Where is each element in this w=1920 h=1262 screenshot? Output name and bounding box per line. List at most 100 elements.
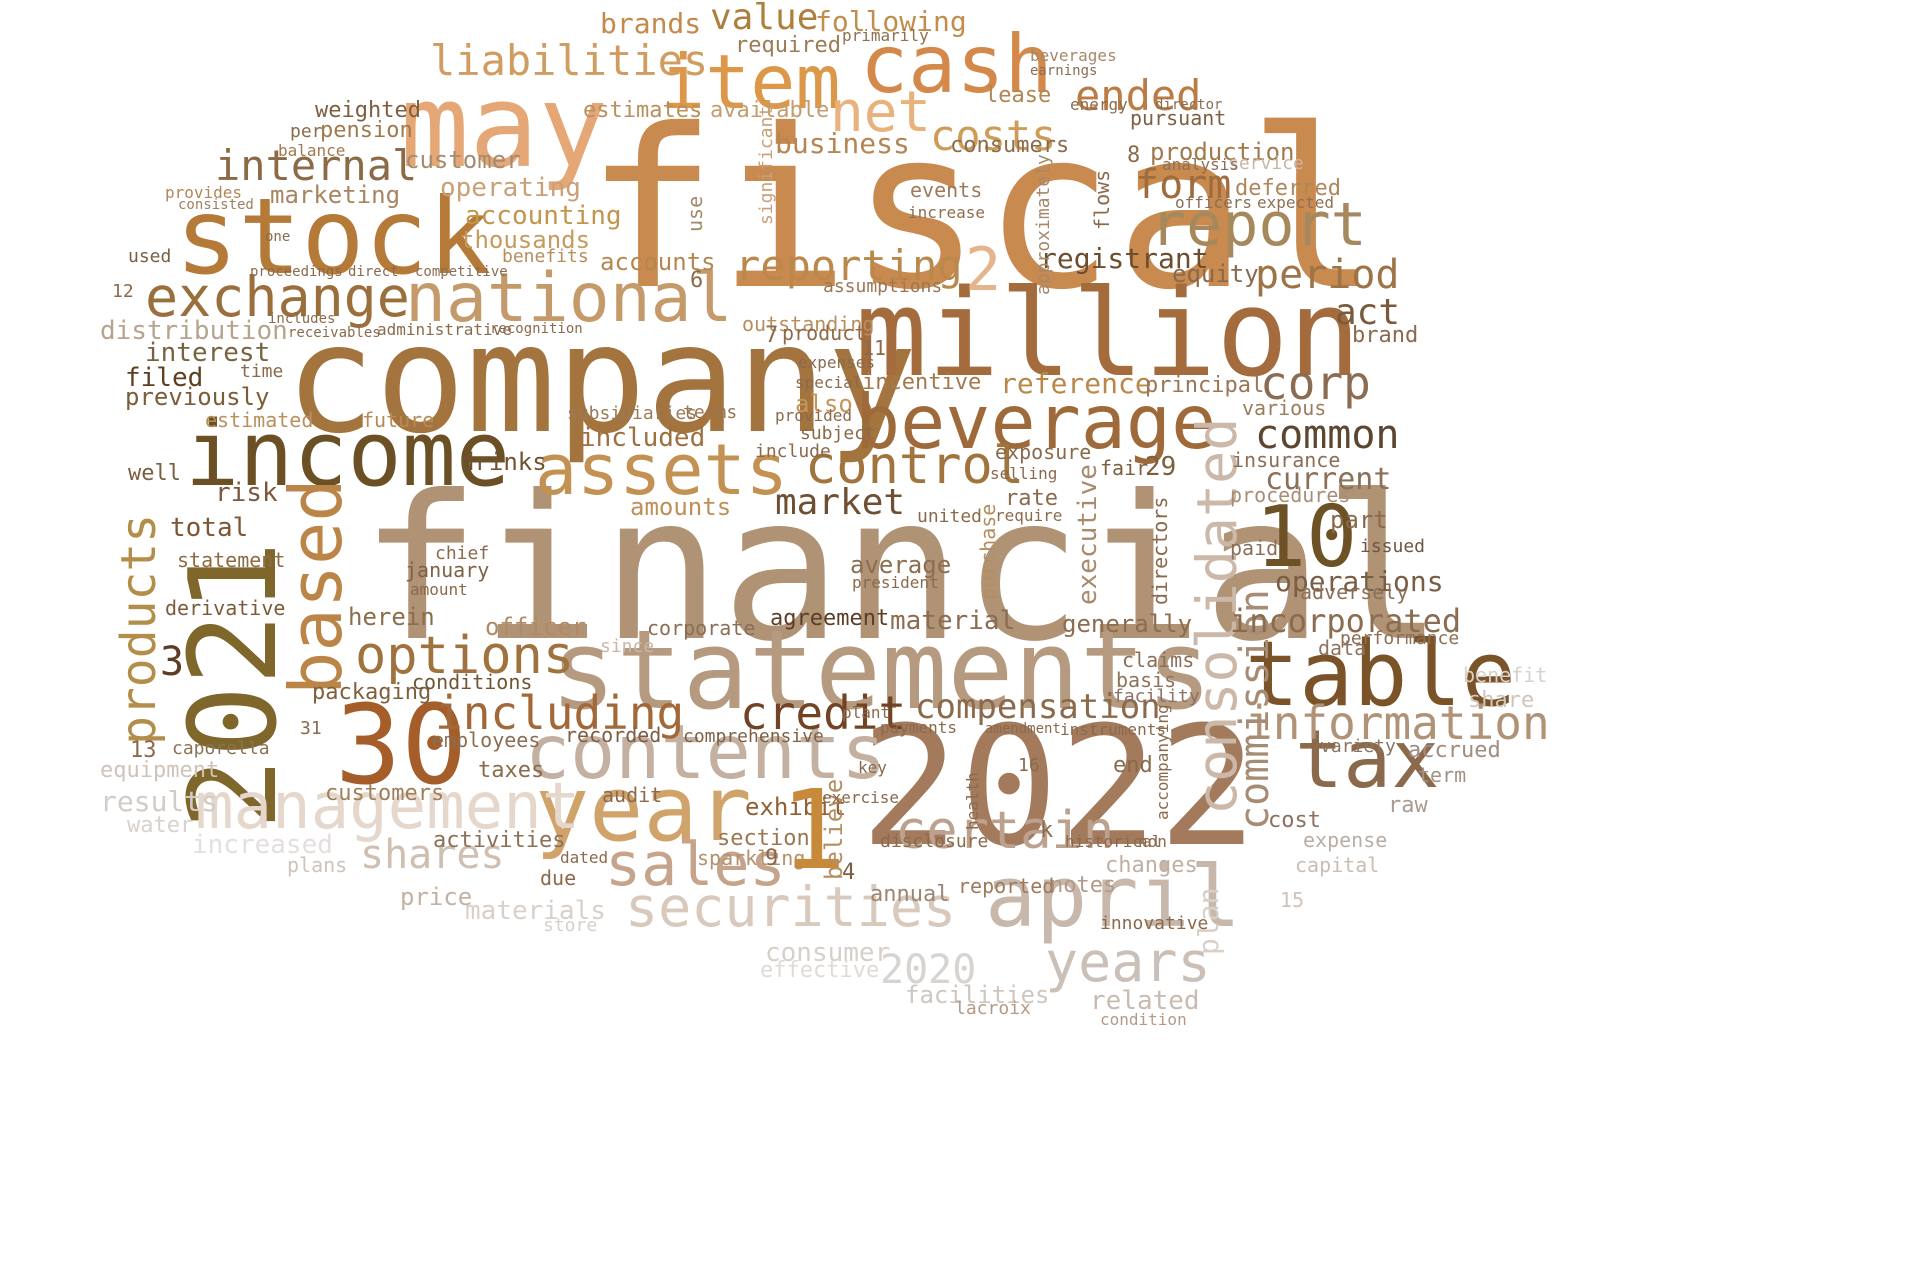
word-selling: selling	[990, 464, 1058, 483]
word-assumptions: assumptions	[823, 276, 943, 297]
word-issued: issued	[1360, 536, 1426, 557]
word-weighted: weighted	[315, 98, 421, 123]
word-statement: statement	[177, 548, 286, 572]
word-reference: reference	[1000, 367, 1152, 400]
word-common: common	[1255, 412, 1400, 458]
word-based: based	[274, 478, 358, 695]
word-9: 9	[765, 846, 779, 871]
word-compensation: compensation	[915, 687, 1161, 727]
word-year: year	[535, 757, 752, 862]
word-risk: risk	[215, 478, 278, 508]
word-energy: energy	[1070, 95, 1128, 114]
word-contents: contents	[525, 708, 887, 796]
word-innovative: innovative	[1100, 913, 1209, 934]
word-securities: securities	[625, 875, 957, 939]
word-products: products	[111, 513, 167, 745]
word-conditions: conditions	[412, 670, 533, 694]
word-value: value	[710, 0, 819, 38]
word-administrative: administrative	[377, 320, 512, 339]
word-operations: operations	[1275, 565, 1444, 598]
word-end: end	[1113, 753, 1153, 778]
word-current: current	[1265, 462, 1392, 497]
word-payments: payments	[880, 718, 958, 737]
word-derivative: derivative	[165, 596, 286, 620]
word-service: service	[1228, 153, 1304, 174]
word-store: store	[543, 915, 598, 936]
word-15: 15	[1280, 888, 1305, 912]
word-16: 16	[1018, 755, 1040, 776]
word-credit: credit	[740, 686, 907, 740]
word-production: production	[1150, 138, 1295, 166]
word-procedures: procedures	[1230, 483, 1351, 507]
word-included: included	[580, 423, 706, 453]
word-special: special	[795, 373, 863, 392]
word-certain: certain	[895, 801, 1115, 861]
word-share: share	[1468, 688, 1535, 713]
word-instruments: instruments	[1060, 720, 1166, 739]
word-consumer: consumer	[765, 938, 891, 968]
word-officers: officers	[1175, 193, 1253, 212]
word-plans: plans	[287, 853, 348, 877]
word-outstanding: outstanding	[742, 312, 875, 336]
word-available: available	[710, 98, 830, 123]
word-million: million	[855, 265, 1361, 404]
word-filed: filed	[125, 363, 204, 393]
word-capital: capital	[1295, 853, 1380, 877]
word-amounts: amounts	[630, 493, 732, 521]
word-national: national	[405, 259, 733, 338]
word-statements: statements	[550, 606, 1213, 734]
word-paid: paid	[1230, 536, 1279, 560]
word-future: future	[362, 408, 435, 432]
word-facility: facility	[1113, 686, 1200, 707]
word-ended: ended	[1075, 71, 1202, 120]
word-receivables: receivables	[288, 325, 381, 341]
word-6: 6	[690, 268, 704, 293]
word-officer: officer	[485, 613, 587, 641]
word-years: years	[1045, 930, 1211, 994]
word-variety: variety	[1320, 736, 1396, 757]
word-4: 4	[842, 860, 856, 885]
word-required: required	[735, 33, 841, 58]
word-8: 8	[1127, 143, 1141, 168]
word-flows: flows	[1090, 169, 1114, 230]
word-earnings: earnings	[1030, 63, 1098, 79]
word-data: data	[1318, 636, 1367, 660]
word-table: table	[1245, 622, 1516, 727]
word-non: non	[1138, 832, 1167, 851]
word-april: april	[985, 848, 1241, 947]
word-condition: condition	[1100, 1010, 1187, 1029]
word-increased: increased	[192, 830, 333, 860]
word-basis: basis	[1116, 668, 1177, 692]
word-pension: pension	[320, 118, 413, 143]
word-subject: subject	[800, 423, 876, 444]
word-drinks: drinks	[460, 448, 547, 476]
word-corporate: corporate	[647, 616, 756, 640]
word-per: per	[290, 121, 323, 142]
word-equipment: equipment	[100, 758, 220, 783]
word-average: average	[850, 551, 952, 579]
word-exercise: exercise	[822, 788, 900, 807]
word-market: market	[775, 482, 906, 523]
word-customers: customers	[325, 781, 445, 806]
word-historical: historical	[1065, 832, 1162, 851]
word-agreement: agreement	[770, 606, 890, 631]
word-business: business	[775, 127, 910, 160]
word-raw: raw	[1388, 793, 1428, 818]
word-competitive: competitive	[415, 264, 508, 280]
word-facilities: facilities	[905, 981, 1050, 1009]
word-since: since	[600, 636, 655, 657]
word-increase: increase	[908, 203, 986, 222]
word-caporella: caporella	[172, 738, 270, 759]
word-control: control	[805, 436, 1025, 496]
word-company: company	[285, 293, 918, 467]
word-water: water	[127, 813, 194, 838]
word-comprehensive: comprehensive	[683, 726, 824, 747]
word-2020: 2020	[880, 947, 977, 993]
word-benefit: benefit	[1463, 663, 1548, 687]
word-act: act	[1335, 292, 1401, 333]
word-reported: reported	[958, 874, 1055, 898]
word-consumers: consumers	[950, 133, 1070, 158]
word-total: total	[170, 513, 249, 543]
word-accounts: accounts	[600, 248, 716, 276]
word-brand: brand	[1352, 323, 1419, 348]
